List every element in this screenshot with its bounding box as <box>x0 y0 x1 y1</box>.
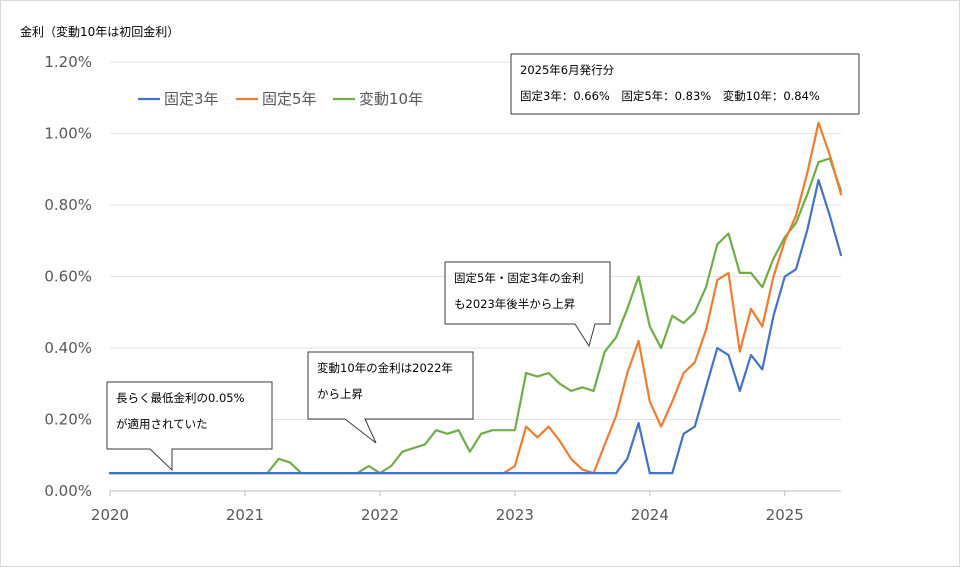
series-line-2 <box>108 121 843 475</box>
callout-box <box>307 351 474 444</box>
legend-label: 固定5年 <box>262 90 317 108</box>
legend-label: 変動10年 <box>359 90 423 108</box>
callout-text: 変動10年の金利は2022年 <box>317 361 453 375</box>
legend-label: 固定3年 <box>164 90 219 108</box>
y-tick-label: 0.00% <box>44 482 92 500</box>
callout-text: 固定3年：0.66% 固定5年：0.83% 変動10年：0.84% <box>520 89 820 103</box>
x-tick-label: 2021 <box>226 506 264 524</box>
callout-text: 固定5年・固定3年の金利 <box>454 271 584 285</box>
y-axis-ticks: 0.00% 0.20% 0.40% 0.60% 0.80% 1.00% 1.20% <box>44 53 92 500</box>
x-tick-label: 2020 <box>91 506 129 524</box>
annotation-box-2020: 長らく最低金利の0.05% が適用されていた <box>106 381 273 472</box>
callout-box <box>510 53 860 115</box>
x-tick-label: 2025 <box>766 506 804 524</box>
callout-text: から上昇 <box>317 387 363 401</box>
x-tick-label: 2022 <box>361 506 399 524</box>
callout-text: 2025年6月発行分 <box>520 63 615 77</box>
callout-box <box>444 261 611 348</box>
y-tick-label: 1.20% <box>44 53 92 71</box>
legend: 固定3年 固定5年 変動10年 <box>138 90 423 108</box>
y-tick-label: 1.00% <box>44 125 92 143</box>
y-tick-label: 0.20% <box>44 411 92 429</box>
x-axis-ticks: 2020 2021 2022 2023 2024 2025 <box>91 491 804 524</box>
callout-text: も2023年後半から上昇 <box>454 297 575 311</box>
callout-text: 長らく最低金利の0.05% <box>116 391 245 405</box>
y-tick-label: 0.80% <box>44 196 92 214</box>
callout-text: が適用されていた <box>116 417 208 431</box>
callout-box <box>106 381 273 472</box>
x-tick-label: 2024 <box>631 506 669 524</box>
series-lines <box>108 121 843 475</box>
y-tick-label: 0.60% <box>44 268 92 286</box>
series-line-1 <box>108 178 843 475</box>
x-tick-label: 2023 <box>496 506 534 524</box>
y-axis-label: 金利（変動10年は初回金利） <box>20 24 179 39</box>
y-tick-label: 0.40% <box>44 339 92 357</box>
